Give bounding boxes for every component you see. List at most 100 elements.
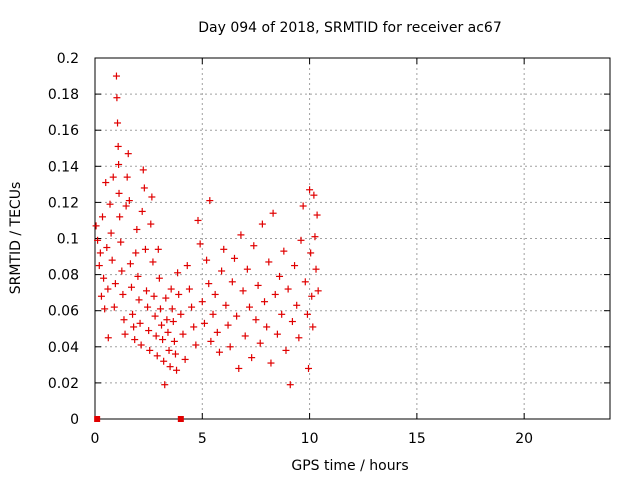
data-point xyxy=(108,256,116,264)
data-point xyxy=(162,294,170,302)
x-tick-label: 5 xyxy=(198,431,207,447)
data-point xyxy=(211,290,219,298)
data-point xyxy=(140,184,148,192)
data-point xyxy=(115,189,123,197)
data-point xyxy=(110,303,118,311)
data-point xyxy=(308,292,316,300)
x-axis-title: GPS time / hours xyxy=(291,458,408,474)
data-point xyxy=(297,236,305,244)
chart-title: Day 094 of 2018, SRMTID for receiver ac6… xyxy=(198,20,502,36)
data-point xyxy=(144,303,152,311)
data-point xyxy=(306,186,314,194)
data-point xyxy=(96,249,104,257)
data-point xyxy=(146,346,154,354)
data-point xyxy=(228,278,236,286)
data-point xyxy=(288,318,296,326)
data-point xyxy=(135,296,143,304)
data-point xyxy=(111,280,119,288)
data-point xyxy=(118,267,126,275)
data-point xyxy=(159,336,167,344)
data-point xyxy=(132,249,140,257)
data-point xyxy=(114,142,122,150)
data-point xyxy=(284,285,292,293)
data-point xyxy=(167,285,175,293)
data-point xyxy=(299,202,307,210)
y-tick-label: 0.2 xyxy=(57,51,79,67)
data-point xyxy=(305,364,313,372)
data-point xyxy=(301,278,309,286)
data-point xyxy=(141,245,149,253)
data-point xyxy=(239,287,247,295)
data-point xyxy=(163,316,171,324)
data-point xyxy=(100,274,108,282)
data-point xyxy=(116,213,124,221)
data-point xyxy=(119,290,127,298)
data-point xyxy=(152,332,160,340)
data-point xyxy=(188,303,196,311)
data-point xyxy=(150,292,158,300)
data-point xyxy=(222,301,230,309)
data-point xyxy=(267,359,275,367)
data-point xyxy=(314,287,322,295)
data-point xyxy=(230,254,238,262)
data-point xyxy=(235,364,243,372)
data-point xyxy=(241,332,249,340)
y-tick-label: 0.04 xyxy=(48,340,79,356)
data-point xyxy=(185,285,193,293)
data-point xyxy=(256,339,264,347)
data-point xyxy=(104,285,112,293)
data-point xyxy=(203,256,211,264)
data-point xyxy=(109,173,117,181)
data-point xyxy=(273,330,281,338)
x-tick-label: 20 xyxy=(515,431,533,447)
x-tick-label: 15 xyxy=(408,431,426,447)
data-point xyxy=(220,245,228,253)
zero-marker xyxy=(94,416,101,422)
data-point xyxy=(103,244,111,252)
data-point xyxy=(307,249,315,257)
data-point xyxy=(215,348,223,356)
data-point xyxy=(125,197,133,205)
data-point xyxy=(147,220,155,228)
data-point xyxy=(136,319,144,327)
data-point xyxy=(120,316,128,324)
data-point xyxy=(173,366,181,374)
data-point xyxy=(139,166,147,174)
data-point xyxy=(99,213,107,221)
data-point xyxy=(129,310,137,318)
data-point xyxy=(122,202,130,210)
data-point xyxy=(151,312,159,320)
data-point xyxy=(280,247,288,255)
data-point xyxy=(168,305,176,313)
data-point xyxy=(171,350,179,358)
data-point xyxy=(309,323,317,331)
data-point xyxy=(269,209,277,217)
data-point xyxy=(295,334,303,342)
data-point xyxy=(250,242,258,250)
y-tick-label: 0.16 xyxy=(48,123,79,139)
data-point xyxy=(133,225,141,233)
data-point xyxy=(243,265,251,273)
y-tick-label: 0 xyxy=(70,412,79,428)
y-tick-label: 0.02 xyxy=(48,376,79,392)
data-point xyxy=(254,281,262,289)
data-point xyxy=(158,321,166,329)
data-point xyxy=(205,280,213,288)
y-tick-label: 0.18 xyxy=(48,87,79,103)
data-point xyxy=(233,312,241,320)
data-point xyxy=(161,381,169,389)
data-point xyxy=(143,287,150,295)
data-point xyxy=(134,272,142,280)
x-tick-label: 0 xyxy=(91,431,100,447)
data-point xyxy=(258,220,266,228)
data-point xyxy=(286,381,294,389)
data-point xyxy=(153,352,161,360)
data-point xyxy=(218,267,226,275)
data-point xyxy=(179,330,187,338)
data-point xyxy=(177,310,185,318)
data-point xyxy=(200,319,208,327)
data-point xyxy=(265,258,273,266)
data-point xyxy=(183,262,191,270)
plot-frame xyxy=(94,57,611,420)
data-point xyxy=(121,330,129,338)
